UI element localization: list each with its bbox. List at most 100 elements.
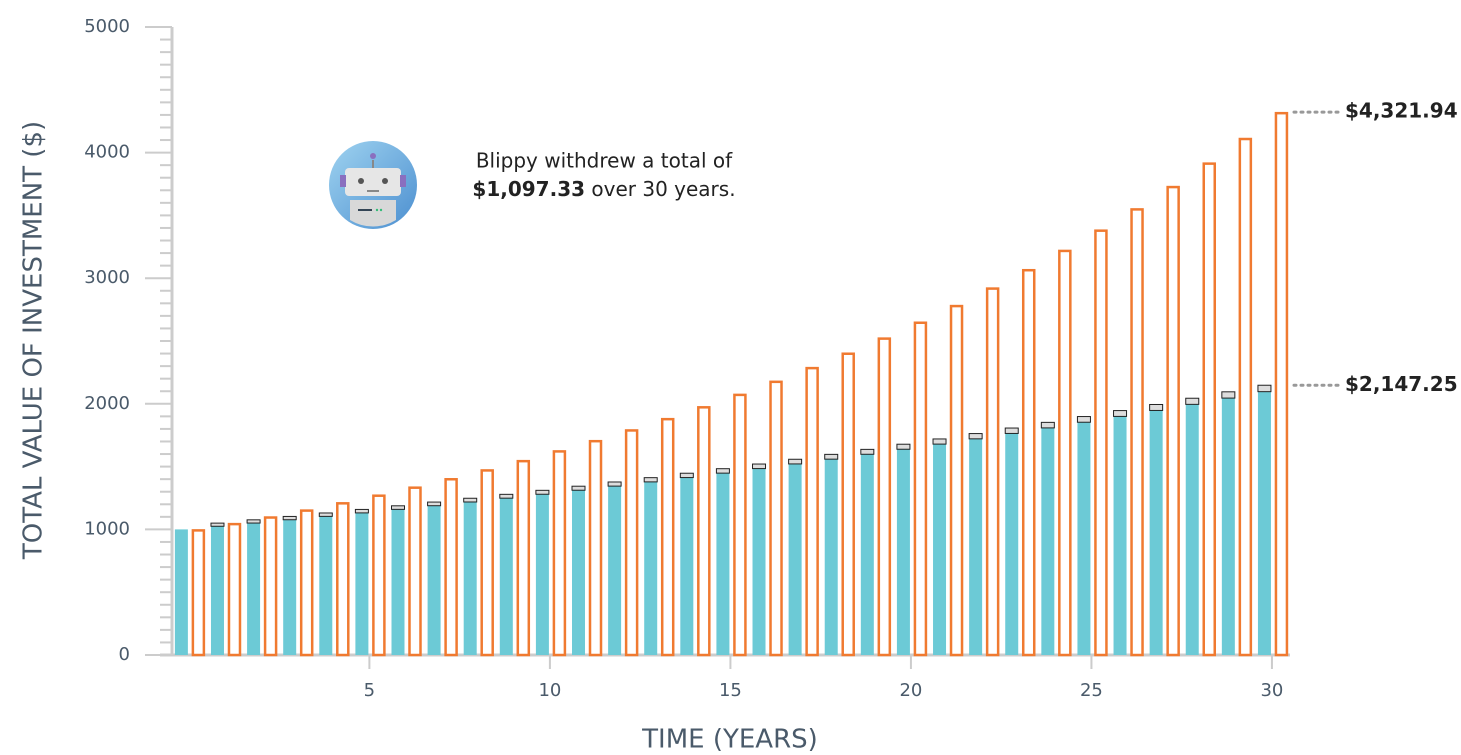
bar bbox=[752, 468, 766, 655]
bar bbox=[1185, 404, 1199, 655]
bar bbox=[535, 494, 549, 655]
callout-rest: over 30 years. bbox=[591, 177, 735, 201]
withdrawal-segment bbox=[210, 522, 225, 527]
withdrawal-segment bbox=[282, 515, 297, 521]
y-tick-label: 3000 bbox=[84, 267, 130, 288]
x-tick-label: 30 bbox=[1260, 680, 1283, 701]
bar bbox=[716, 473, 730, 655]
bar-outline bbox=[1058, 249, 1072, 657]
bar-outline bbox=[985, 287, 1000, 657]
bar bbox=[680, 477, 694, 655]
bar-outline bbox=[336, 502, 350, 657]
end-label: $4,321.94 bbox=[1345, 99, 1458, 123]
bar-outline bbox=[372, 494, 386, 657]
bar-outline bbox=[877, 337, 892, 657]
withdrawal-segment bbox=[390, 505, 405, 510]
bar-outline bbox=[805, 366, 819, 657]
withdrawal-segment bbox=[1185, 397, 1200, 405]
withdrawal-segment bbox=[499, 493, 514, 499]
bar-outline bbox=[841, 352, 855, 657]
bar bbox=[896, 449, 910, 655]
bar bbox=[499, 498, 513, 655]
withdrawal-segment bbox=[788, 458, 803, 465]
bar bbox=[933, 444, 947, 655]
bar-outline bbox=[1094, 229, 1108, 657]
bar-outline bbox=[408, 486, 422, 657]
x-tick-label: 10 bbox=[538, 680, 561, 701]
bar bbox=[1221, 398, 1235, 655]
bar bbox=[824, 459, 838, 655]
y-tick-label: 5000 bbox=[84, 16, 130, 37]
bar bbox=[1005, 433, 1019, 655]
bar-outline bbox=[191, 529, 206, 657]
withdrawal-segment bbox=[463, 497, 478, 503]
x-tick-label: 25 bbox=[1080, 680, 1103, 701]
withdrawal-segment bbox=[1004, 427, 1019, 434]
withdrawal-segment bbox=[535, 489, 550, 495]
bar bbox=[319, 516, 333, 655]
bar bbox=[788, 463, 802, 655]
bar-outline bbox=[697, 406, 711, 657]
bar-outline bbox=[480, 469, 494, 657]
bar-outline bbox=[913, 321, 928, 657]
bar bbox=[355, 512, 369, 655]
withdrawal-segment bbox=[932, 438, 947, 445]
bar-outline bbox=[299, 509, 314, 657]
bar bbox=[860, 454, 874, 655]
bar bbox=[174, 529, 188, 655]
bar bbox=[1149, 410, 1163, 655]
end-label: $2,147.25 bbox=[1345, 372, 1458, 396]
withdrawal-segment bbox=[318, 512, 333, 517]
x-tick-label: 20 bbox=[899, 680, 922, 701]
bar-outline bbox=[516, 459, 531, 657]
x-tick-label: 5 bbox=[364, 680, 375, 701]
withdrawal-segment bbox=[246, 519, 261, 524]
bar-outline bbox=[660, 417, 675, 657]
bar-outline bbox=[552, 450, 567, 657]
bar-outline bbox=[1130, 208, 1144, 657]
bar-outline bbox=[769, 380, 783, 657]
withdrawal-segment bbox=[860, 448, 875, 455]
y-tick-label: 1000 bbox=[84, 518, 130, 539]
bar bbox=[1113, 416, 1127, 655]
withdrawal-segment bbox=[643, 477, 658, 483]
x-tick-label: 15 bbox=[719, 680, 742, 701]
withdrawal-segment bbox=[1221, 391, 1236, 399]
bar bbox=[1041, 427, 1055, 655]
withdrawal-segment bbox=[427, 501, 442, 507]
bar bbox=[969, 438, 983, 655]
bar bbox=[210, 526, 224, 655]
bar bbox=[1077, 422, 1091, 655]
withdrawal-segment bbox=[824, 453, 839, 460]
bar-outline bbox=[733, 393, 747, 657]
callout-line: $1,097.33 over 30 years. bbox=[472, 177, 735, 201]
x-axis-title: TIME (YEARS) bbox=[641, 725, 818, 755]
bar-outline bbox=[1202, 162, 1216, 657]
bar bbox=[247, 523, 261, 655]
bar-outline bbox=[949, 304, 964, 657]
bar-outline bbox=[1238, 137, 1253, 657]
bar-outline bbox=[588, 439, 603, 657]
bar bbox=[427, 505, 441, 655]
bar-outline bbox=[624, 429, 639, 657]
withdrawal-segment bbox=[607, 481, 622, 487]
bar-outline bbox=[1274, 111, 1289, 657]
withdrawal-segment bbox=[1076, 416, 1091, 423]
callout-amount: $1,097.33 bbox=[472, 177, 585, 201]
bar-outline bbox=[227, 522, 242, 657]
bar-outline bbox=[444, 478, 458, 657]
withdrawal-segment bbox=[968, 433, 983, 440]
withdrawal-segment bbox=[1040, 421, 1055, 429]
bar-outline bbox=[1021, 268, 1036, 657]
withdrawal-segment bbox=[1149, 403, 1164, 411]
withdrawal-segment bbox=[354, 508, 369, 514]
bar bbox=[1257, 391, 1271, 655]
callout-line: Blippy withdrew a total of bbox=[476, 149, 733, 173]
bar-outline bbox=[1166, 185, 1180, 657]
y-axis-title: TOTAL VALUE OF INVESTMENT ($) bbox=[19, 121, 49, 560]
bar bbox=[283, 519, 297, 655]
robot-icon bbox=[329, 141, 417, 229]
y-tick-label: 4000 bbox=[84, 142, 130, 163]
bar bbox=[608, 486, 622, 655]
withdrawal-segment bbox=[571, 485, 586, 491]
